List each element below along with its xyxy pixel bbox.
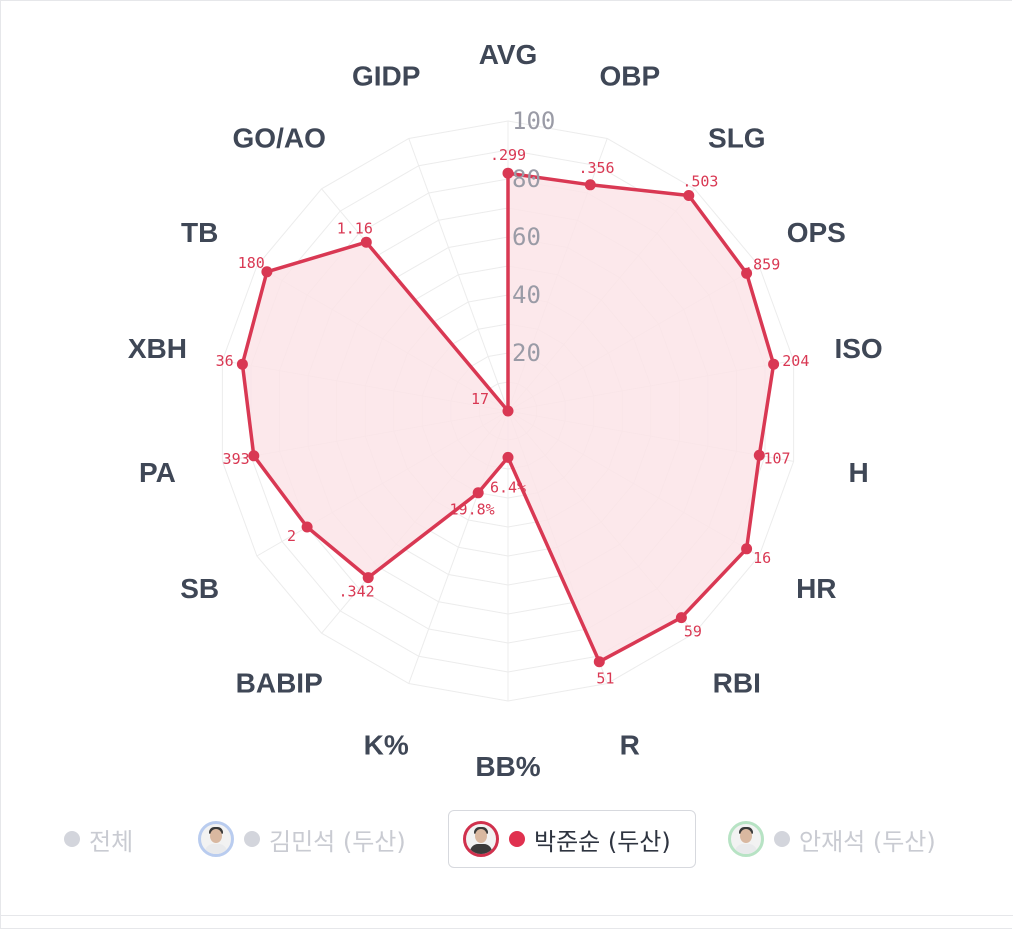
data-point[interactable]	[768, 358, 780, 370]
axis-label-gidp: GIDP	[352, 61, 420, 92]
data-value-label: .299	[490, 146, 526, 164]
axis-label-xbh: XBH	[128, 333, 187, 364]
data-point[interactable]	[502, 405, 514, 417]
data-value-label: 393	[223, 450, 250, 468]
data-point[interactable]	[360, 236, 372, 248]
data-value-label: 36	[216, 352, 234, 370]
data-point[interactable]	[362, 572, 374, 584]
axis-label-bb-: BB%	[475, 751, 540, 782]
data-value-label: .342	[339, 582, 375, 600]
data-point[interactable]	[472, 487, 484, 499]
data-value-label: .356	[578, 159, 614, 177]
legend-item-kim-minseok[interactable]: 김민석 (두산)	[198, 810, 438, 868]
data-value-label: .204	[773, 352, 809, 370]
axis-label-h: H	[848, 457, 868, 488]
data-point[interactable]	[248, 450, 260, 462]
grid-spoke	[408, 138, 509, 412]
data-point[interactable]	[675, 612, 687, 624]
axis-label-tb: TB	[181, 217, 218, 248]
series-points: .299 .356 .503 .859 .204 107 16 59 51 6.4% 19.8% .3…	[216, 146, 810, 687]
legend-dot	[774, 831, 790, 847]
legend-item-ahn-jaeseok[interactable]: 안재석 (두산)	[728, 810, 968, 868]
data-value-label: .503	[682, 173, 718, 191]
axis-label-rbi: RBI	[713, 668, 761, 699]
data-point[interactable]	[741, 267, 753, 279]
data-value-label: 6.4%	[490, 478, 526, 496]
radial-tick-label: 20	[512, 339, 541, 367]
legend-dot	[509, 831, 525, 847]
series-legend: 전체 김민석 (두산) 박준순 (두산) 안재석 (두산)	[0, 810, 1013, 870]
radial-tick-label: 60	[512, 223, 541, 251]
data-value-label: 59	[684, 622, 702, 640]
axis-label-sb: SB	[180, 573, 219, 604]
data-point[interactable]	[301, 521, 313, 533]
radial-tick-label: 80	[512, 165, 541, 193]
radial-tick-label: 40	[512, 281, 541, 309]
data-point[interactable]	[584, 179, 596, 191]
axis-label-hr: HR	[796, 573, 836, 604]
legend-item-park-junsoon[interactable]: 박준순 (두산)	[448, 810, 696, 868]
data-point[interactable]	[683, 190, 695, 201]
data-point[interactable]	[261, 266, 273, 278]
legend-label: 전체	[89, 827, 134, 856]
axis-label-avg: AVG	[479, 39, 538, 70]
legend-item-all[interactable]: 전체	[64, 810, 154, 868]
data-value-label: .859	[744, 255, 780, 273]
radial-ticks: 20 40 60 80 100	[512, 107, 555, 367]
axis-label-k-: K%	[364, 730, 409, 761]
radial-tick-label: 100	[512, 107, 555, 135]
player-avatar	[728, 821, 764, 857]
data-value-label: 180	[238, 254, 265, 272]
data-point[interactable]	[753, 449, 765, 461]
axis-label-go-ao: GO/AO	[233, 122, 326, 153]
axis-label-r: R	[620, 730, 640, 761]
axis-label-iso: ISO	[834, 333, 882, 364]
axis-label-pa: PA	[139, 457, 176, 488]
data-point[interactable]	[236, 358, 248, 370]
legend-dot	[64, 831, 80, 847]
data-point[interactable]	[593, 656, 605, 668]
radar-chart: 20 40 60 80 100 .299 .356 .503 .859 .204 107 16 59 5…	[128, 39, 883, 782]
data-value-label: 19.8%	[450, 501, 495, 519]
data-value-label: 1.16	[337, 219, 373, 237]
player-avatar	[198, 821, 234, 857]
axis-label-obp: OBP	[599, 61, 660, 92]
data-value-label: 51	[596, 670, 614, 688]
data-value-label: 2	[287, 527, 296, 545]
legend-label: 안재석 (두산)	[799, 827, 936, 856]
legend-label: 김민석 (두산)	[269, 827, 406, 856]
legend-label: 박준순 (두산)	[534, 827, 671, 856]
card-divider	[0, 915, 1013, 916]
data-point[interactable]	[502, 167, 514, 179]
data-point[interactable]	[741, 543, 753, 555]
player-avatar	[463, 821, 499, 857]
axis-label-babip: BABIP	[236, 668, 323, 699]
data-point[interactable]	[502, 451, 514, 463]
axis-labels: AVG OBP SLG OPS ISO H HR RBI R BB% K% BABIP SB PA XBH T…	[128, 39, 883, 782]
axis-label-ops: OPS	[787, 217, 846, 248]
data-value-label: 16	[753, 549, 771, 567]
data-value-label: 17	[471, 390, 489, 408]
axis-label-slg: SLG	[708, 122, 766, 153]
data-value-label: 107	[763, 449, 790, 467]
legend-dot	[244, 831, 260, 847]
